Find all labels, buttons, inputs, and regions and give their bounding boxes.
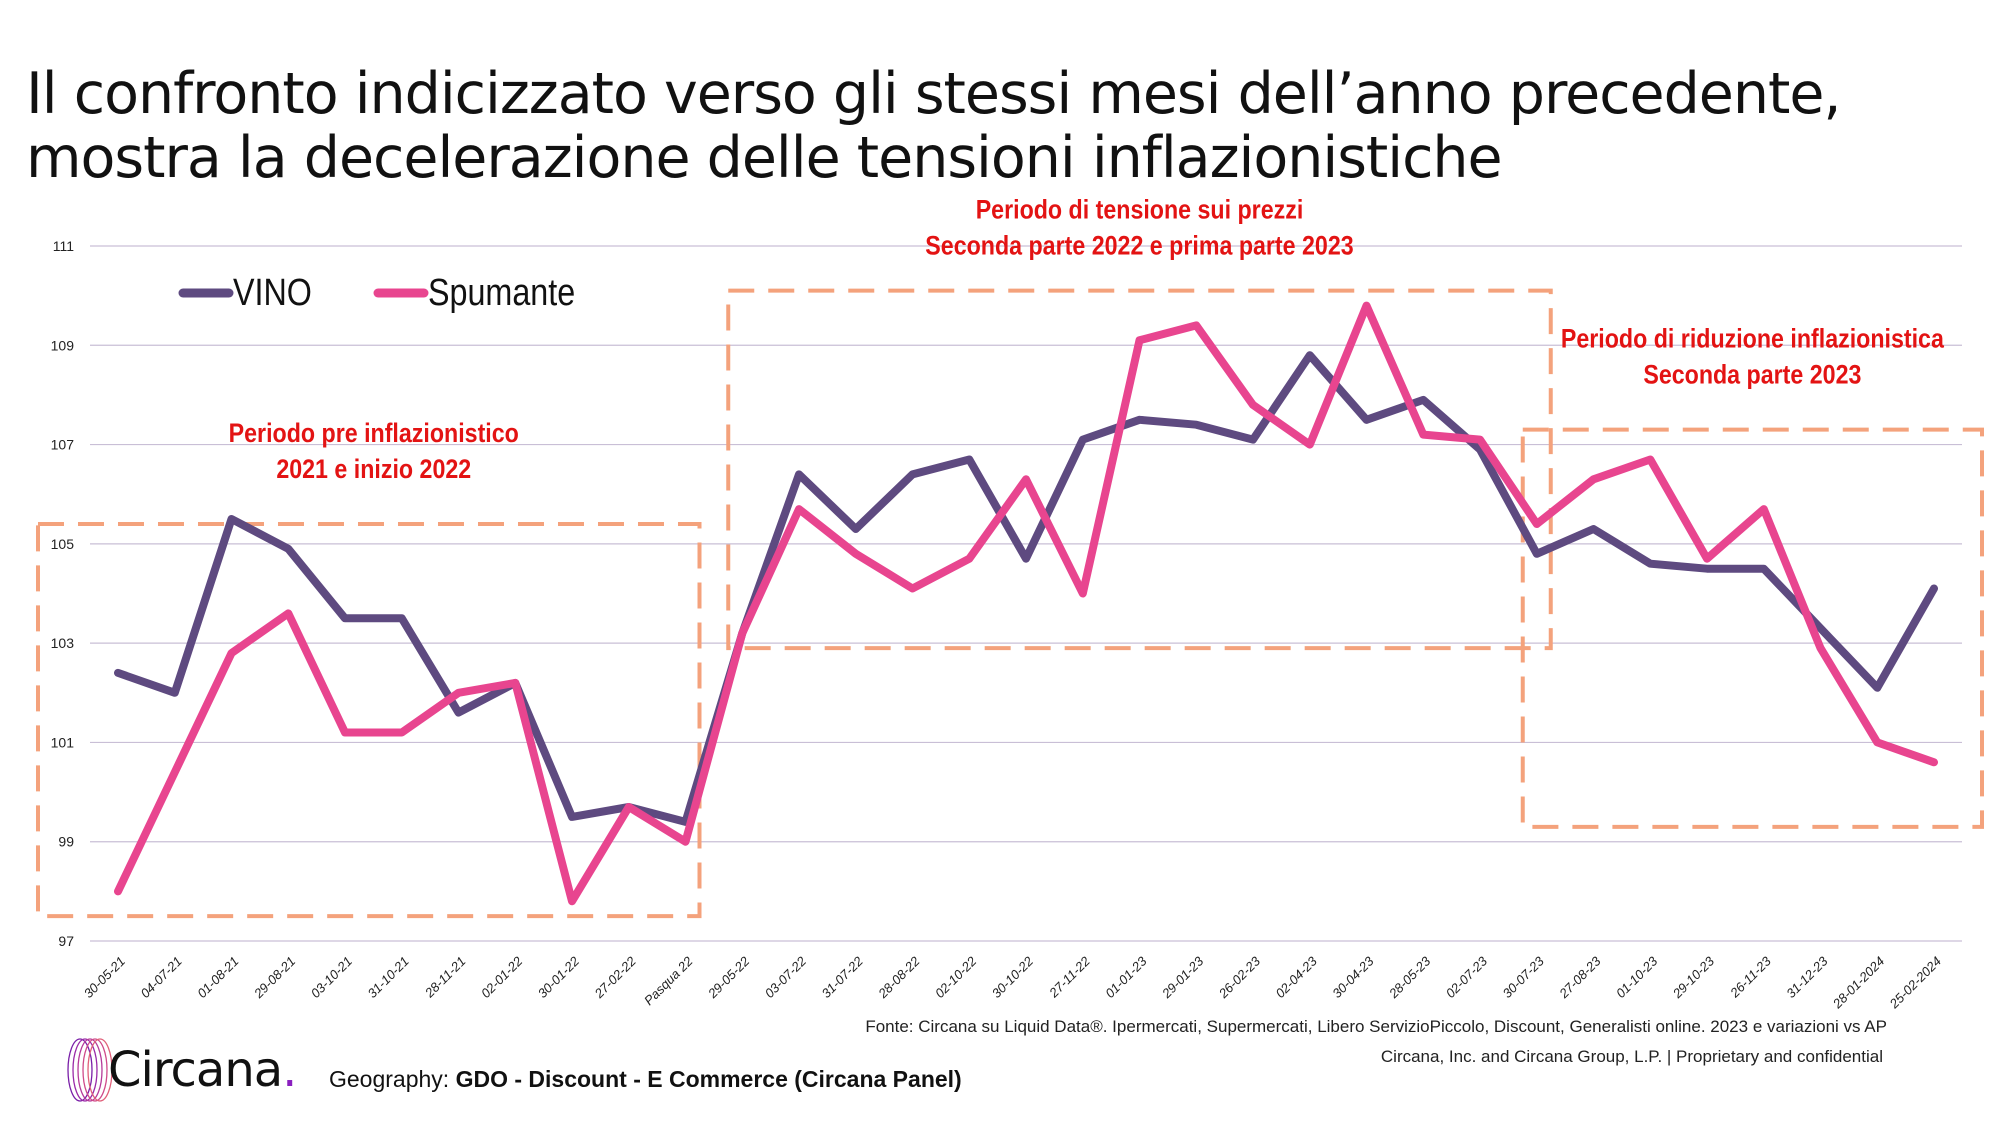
x-tick-label: 29-08-21 xyxy=(250,954,298,1002)
legend-label: VINO xyxy=(233,272,312,314)
y-tick-label: 97 xyxy=(58,933,74,949)
annotation-label: Seconda parte 2023 xyxy=(1643,360,1861,390)
x-tick-label: 01-10-23 xyxy=(1613,953,1661,1001)
annotation-label: 2021 e inizio 2022 xyxy=(276,454,471,484)
x-tick-label: 26-02-23 xyxy=(1215,953,1264,1002)
x-tick-label: 03-07-22 xyxy=(762,953,810,1001)
x-tick-label: 31-07-22 xyxy=(818,953,866,1001)
y-tick-label: 107 xyxy=(51,437,75,453)
x-tick-label: 03-10-21 xyxy=(308,954,355,1001)
annotation-label: Periodo pre inflazionistico xyxy=(229,418,519,448)
x-tick-label: 28-08-22 xyxy=(875,953,924,1002)
x-tick-label: 27-02-22 xyxy=(591,953,640,1002)
y-tick-label: 103 xyxy=(51,635,75,651)
x-tick-label: 30-10-22 xyxy=(989,953,1037,1001)
logo-text: Circana xyxy=(108,1042,283,1098)
x-tick-label: 25-02-2024 xyxy=(1886,954,1944,1012)
copyright-note: Circana, Inc. and Circana Group, L.P. | … xyxy=(1380,1047,1883,1066)
annotation-label: Periodo di riduzione inflazionistica xyxy=(1561,324,1945,354)
x-tick-label: 31-12-23 xyxy=(1783,953,1831,1001)
page-title: Il confronto indicizzato verso gli stess… xyxy=(26,61,1842,191)
source-note: Fonte: Circana su Liquid Data®. Ipermerc… xyxy=(865,1017,1887,1036)
x-tick-label: 30-01-22 xyxy=(535,953,583,1001)
x-tick-label: 02-07-23 xyxy=(1443,953,1491,1001)
series-line-spumante xyxy=(114,301,1938,906)
x-tick-label: 26-11-23 xyxy=(1726,953,1774,1001)
x-tick-label: 02-01-22 xyxy=(478,953,526,1001)
annotation-box xyxy=(1520,427,1984,829)
x-tick-label: 01-01-23 xyxy=(1102,953,1150,1001)
geography-value: GDO - Discount - E Commerce (Circana Pan… xyxy=(455,1066,962,1092)
x-tick-label: 02-04-23 xyxy=(1272,953,1320,1001)
title-line-2: mostra la decelerazione delle tensioni i… xyxy=(26,125,1503,191)
legend-label: Spumante xyxy=(428,272,575,314)
x-tick-label: 29-05-22 xyxy=(704,953,753,1002)
x-tick-label: 28-05-23 xyxy=(1385,953,1434,1002)
x-tick-label: 28-11-21 xyxy=(421,954,468,1001)
y-tick-label: 105 xyxy=(51,536,75,552)
x-tick-label: 31-10-21 xyxy=(364,954,411,1001)
x-tick-label: 29-01-23 xyxy=(1158,953,1207,1002)
geography-label: Geography: xyxy=(329,1066,456,1092)
x-tick-label: 01-08-21 xyxy=(194,954,241,1001)
y-tick-label: 109 xyxy=(51,337,75,353)
x-tick-label: 29-10-23 xyxy=(1669,953,1718,1002)
x-tick-label: 30-05-21 xyxy=(81,954,128,1001)
y-tick-label: 111 xyxy=(53,238,74,254)
y-tick-label: 99 xyxy=(58,834,74,850)
x-tick-label: 30-04-23 xyxy=(1329,953,1377,1001)
annotation-label: Periodo di tensione sui prezzi xyxy=(976,195,1304,225)
annotation-label: Seconda parte 2022 e prima parte 2023 xyxy=(925,231,1353,261)
x-tick-label: 27-11-22 xyxy=(1045,953,1093,1001)
title-line-1: Il confronto indicizzato verso gli stess… xyxy=(26,61,1842,127)
x-tick-label: 28-01-2024 xyxy=(1829,954,1887,1012)
logo-rings-icon xyxy=(67,1038,113,1102)
x-tick-label: 30-07-23 xyxy=(1499,953,1547,1001)
annotation-box xyxy=(726,288,1553,651)
x-tick-label: 02-10-22 xyxy=(932,953,980,1001)
circana-logo: Circana. xyxy=(60,1036,297,1104)
x-tick-label: 04-07-21 xyxy=(137,954,184,1001)
y-tick-label: 101 xyxy=(51,734,75,750)
logo-dot: . xyxy=(282,1042,297,1098)
annotation-box xyxy=(36,522,702,919)
geography-note: Geography: GDO - Discount - E Commerce (… xyxy=(329,1066,962,1093)
x-tick-label: Pasqua 22 xyxy=(641,953,696,1008)
x-tick-label: 27-08-23 xyxy=(1556,953,1605,1002)
